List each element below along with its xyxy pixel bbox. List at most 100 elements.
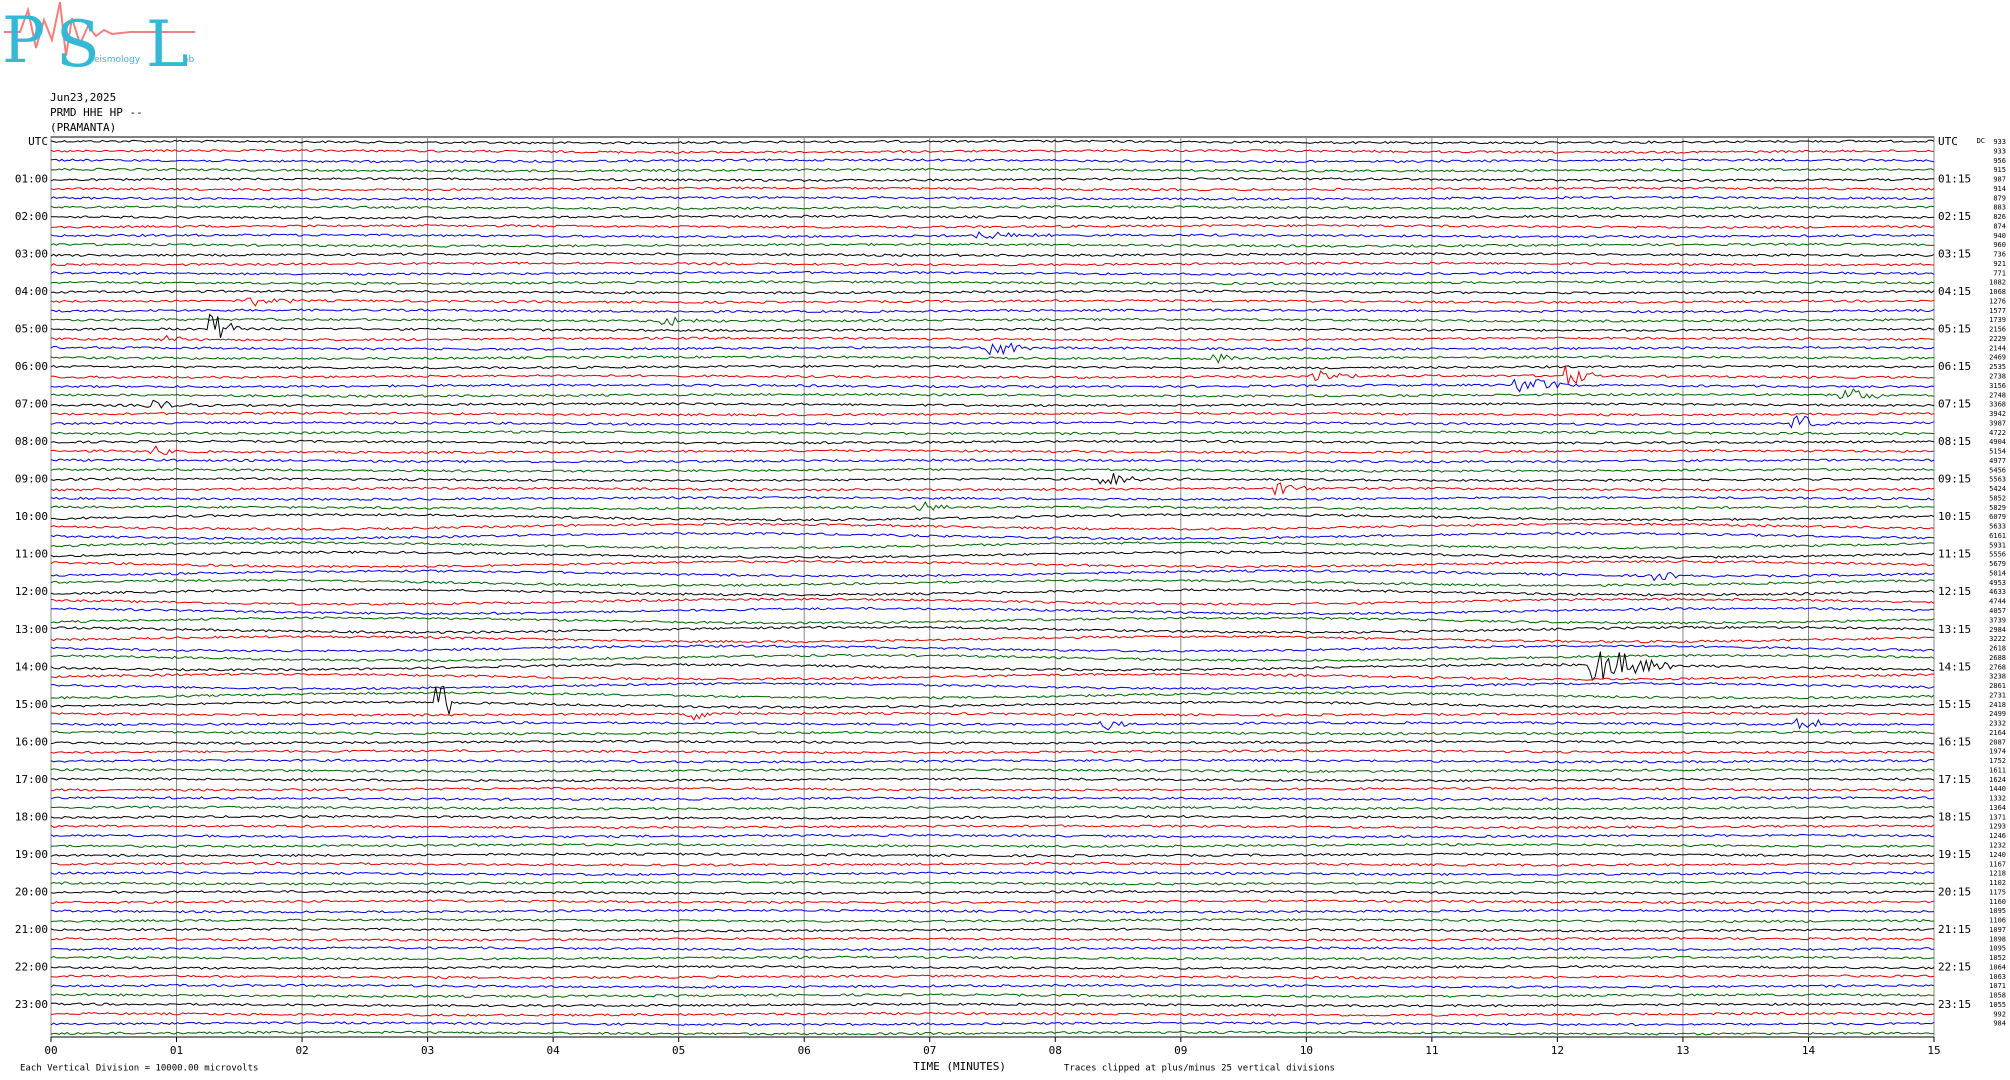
left-time-label: 20:00 [15,885,48,898]
left-time-label: 02:00 [15,210,48,223]
right-time-label: 01:15 [1938,173,1971,186]
trace [50,167,1935,173]
trace-value: 1106 [1989,917,2006,925]
trace-value: 1624 [1989,776,2006,784]
trace-value: 5829 [1989,504,2006,512]
logo-letter: S [56,8,100,82]
trace [50,861,1935,867]
trace [50,983,1935,989]
trace-value: 1167 [1989,860,2006,868]
trace [50,936,1935,942]
logo-wave [4,1,195,57]
trace-value: 1095 [1989,907,2006,915]
trace [50,364,1935,370]
right-time-label: 08:15 [1938,435,1971,448]
trace [50,955,1935,961]
trace [50,399,1935,409]
trace [50,625,1935,634]
trace-value: 1098 [1989,935,2006,943]
trace-value: 933 [1993,147,2006,155]
right-time-label: 20:15 [1938,885,1971,898]
trace-value: 3238 [1989,673,2006,681]
trace [50,308,1935,314]
trace-value: 1102 [1989,879,2006,887]
right-time-label: 02:15 [1938,210,1971,223]
x-axis-label: TIME (MINUTES) [913,1060,1006,1073]
trace [50,833,1935,839]
trace-value: 1371 [1989,813,2006,821]
trace [50,242,1934,248]
trace-value: 883 [1993,204,2006,212]
x-tick-label: 01 [170,1044,183,1057]
trace [50,513,1935,522]
left-time-label: 23:00 [15,998,48,1011]
trace [50,522,1935,531]
trace-value: 1063 [1989,973,2006,981]
trace-value: 5852 [1989,494,2006,502]
trace [50,890,1935,895]
trace [50,824,1935,830]
trace [50,672,1935,681]
x-tick-label: 13 [1676,1044,1689,1057]
x-tick-label: 14 [1802,1044,1816,1057]
trace [50,334,1935,342]
trace [50,531,1935,541]
trace [50,342,1935,356]
right-time-label: 07:15 [1938,398,1971,411]
trace [50,1011,1935,1017]
left-time-label: 22:00 [15,960,48,973]
trace-value: 2469 [1989,354,2006,362]
trace [50,681,1935,691]
traces [50,139,1935,1036]
right-time-label: 17:15 [1938,773,1971,786]
trace [50,458,1935,464]
trace [50,777,1935,783]
right-time-label: 10:15 [1938,510,1971,523]
labels: 00 01 02 03 04 05 06 07 08 09 10 11 12 13 14 15 UTC 01:00… [15,135,2006,1057]
trace [50,685,1935,715]
trace-value: 933 [1993,138,2006,146]
station: PRMD HHE HP -- [50,106,143,119]
trace [50,927,1935,933]
left-time-label: 13:00 [15,623,48,636]
trace-value: 1240 [1989,851,2006,859]
trace-value: 2087 [1989,738,2006,746]
trace [50,231,1935,239]
trace-value: 771 [1993,269,2006,277]
trace [50,261,1935,267]
logo-letter: P [2,4,45,78]
trace [50,353,1935,364]
trace [50,205,1935,211]
left-time-label: 21:00 [15,923,48,936]
right-time-label: 06:15 [1938,360,1971,373]
trace [50,717,1935,731]
left-time-label: 01:00 [15,173,48,186]
trace-value: 3222 [1989,635,2006,643]
x-tick-label: 08 [1049,1044,1062,1057]
trace-value: 2144 [1989,344,2006,352]
logo: P S L eismology ab [2,1,195,82]
trace-value: 2861 [1989,682,2006,690]
trace [50,606,1935,616]
trace [50,445,1935,455]
trace [50,651,1935,681]
trace-value: 915 [1993,166,2006,174]
left-time-label: 12:00 [15,585,48,598]
trace-value: 1364 [1989,804,2006,812]
trace [50,768,1935,773]
x-tick-label: 15 [1927,1044,1940,1057]
trace-value: 940 [1993,232,2006,240]
trace-value: 1232 [1989,842,2006,850]
logo-text: eismology [94,55,141,65]
trace [50,378,1935,393]
trace [50,814,1935,820]
trace-value: 2768 [1989,663,2006,671]
trace-value: 1160 [1989,898,2006,906]
trace [50,758,1935,764]
right-time-label: 11:15 [1938,548,1971,561]
trace [50,388,1935,400]
trace-value: 736 [1993,251,2006,259]
trace [50,786,1935,792]
trace [50,186,1935,192]
right-time-label: 21:15 [1938,923,1971,936]
